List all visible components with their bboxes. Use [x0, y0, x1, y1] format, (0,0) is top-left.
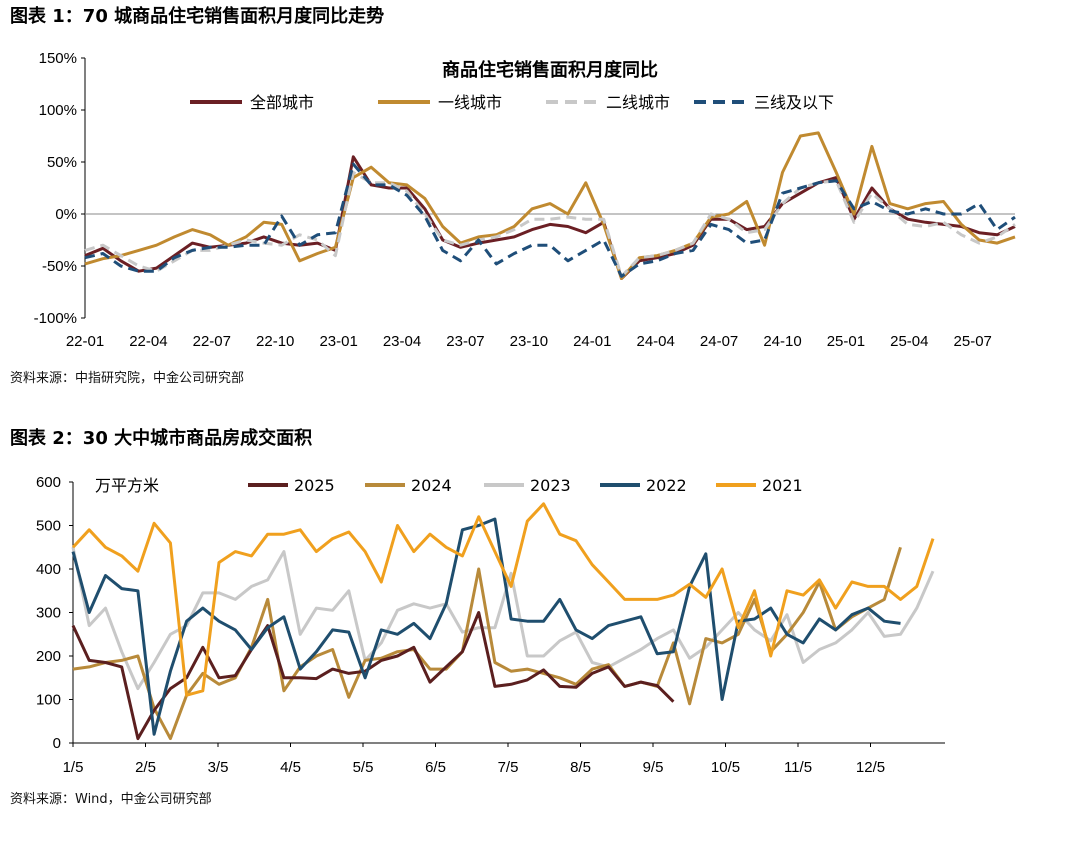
chart1-legend-label: 全部城市 — [250, 93, 314, 112]
chart2-x-tick-label: 4/5 — [280, 759, 301, 776]
chart2-y-tick-label: 100 — [36, 692, 61, 709]
chart2-x-tick-label: 10/5 — [711, 759, 740, 776]
chart2-x-tick-label: 5/5 — [353, 759, 374, 776]
chart1-x-tick-label: 24-07 — [700, 333, 738, 350]
chart2-ylabel: 万平方米 — [95, 476, 159, 495]
chart1-legend-label: 一线城市 — [438, 93, 502, 112]
chart1-y-tick-label: -50% — [42, 258, 77, 275]
figure2-heading: 图表 2：30 大中城市商品房成交面积 — [10, 428, 313, 449]
chart1-series-line — [84, 162, 1016, 278]
chart2-y-tick-label: 500 — [36, 518, 61, 535]
chart1-series-line — [84, 155, 1016, 280]
chart1-legend-label: 二线城市 — [606, 93, 670, 112]
chart1-x-tick-label: 22-01 — [66, 333, 104, 350]
chart2-x-tick-label: 1/5 — [63, 759, 84, 776]
chart1-x-tick-label: 25-04 — [890, 333, 928, 350]
chart2-y-tick-label: 200 — [36, 648, 61, 665]
chart1-y-tick-label: 150% — [39, 50, 77, 67]
chart1-x-tick-label: 23-04 — [383, 333, 421, 350]
chart1-title: 商品住宅销售面积月度同比 — [442, 59, 658, 81]
chart2-x-tick-label: 6/5 — [425, 759, 446, 776]
chart1-y-tick-label: 0% — [55, 206, 77, 223]
chart2-y-tick-label: 400 — [36, 561, 61, 578]
chart2-legend-label: 2024 — [411, 476, 452, 495]
chart1-series-line — [84, 170, 1016, 278]
chart2-legend-label: 2022 — [646, 476, 687, 495]
chart1-x-tick-label: 25-07 — [954, 333, 992, 350]
chart2-series-line — [71, 517, 901, 736]
chart2-y-tick-label: 0 — [53, 735, 61, 752]
chart2-legend-label: 2021 — [762, 476, 803, 495]
figure1-source: 资料来源：中指研究院，中金公司研究部 — [10, 371, 245, 386]
chart1-x-tick-label: 24-04 — [636, 333, 674, 350]
chart2-y-tick-label: 300 — [36, 605, 61, 622]
chart2-legend-label: 2025 — [294, 476, 335, 495]
figure2-chart: 万平方米 600 500 400 300 200 100 01/5 2/5 3/5 4/5 5/5 6… — [36, 474, 945, 776]
chart2-x-tick-label: 11/5 — [784, 759, 812, 776]
chart1-x-tick-label: 23-01 — [319, 333, 357, 350]
chart1-x-tick-label: 22-04 — [129, 333, 167, 350]
figure1-chart: 商品住宅销售面积月度同比 150% 100% 50% 0% -50% -100% 22-01… — [34, 50, 1016, 350]
chart1-x-tick-label: 22-07 — [193, 333, 231, 350]
chart1-y-tick-label: 100% — [39, 102, 77, 119]
chart2-x-tick-label: 9/5 — [643, 759, 664, 776]
chart1-x-tick-label: 25-01 — [827, 333, 865, 350]
chart1-series-line — [84, 131, 1016, 280]
chart1-x-tick-label: 23-07 — [446, 333, 484, 350]
chart2-x-tick-label: 8/5 — [570, 759, 591, 776]
chart2-x-tick-label: 3/5 — [208, 759, 229, 776]
chart2-legend-label: 2023 — [530, 476, 571, 495]
chart1-legend-label: 三线及以下 — [754, 93, 834, 112]
chart2-series-line — [71, 502, 935, 697]
chart1-y-tick-label: 50% — [47, 154, 77, 171]
chart1-x-tick-label: 23-10 — [510, 333, 548, 350]
chart1-y-tick-label: -100% — [34, 310, 77, 327]
chart2-x-tick-label: 12/5 — [856, 759, 885, 776]
chart2-x-tick-label: 2/5 — [135, 759, 156, 776]
chart2-x-tick-label: 7/5 — [498, 759, 519, 776]
chart2-y-tick-label: 600 — [36, 474, 61, 491]
figure2-source: 资料来源：Wind，中金公司研究部 — [10, 792, 212, 807]
chart2-series-line — [71, 611, 675, 741]
chart1-x-tick-label: 24-10 — [763, 333, 801, 350]
figure1-heading: 图表 1：70 城商品住宅销售面积月度同比走势 — [10, 6, 385, 27]
chart1-x-tick-label: 24-01 — [573, 333, 611, 350]
chart1-x-tick-label: 22-10 — [256, 333, 294, 350]
